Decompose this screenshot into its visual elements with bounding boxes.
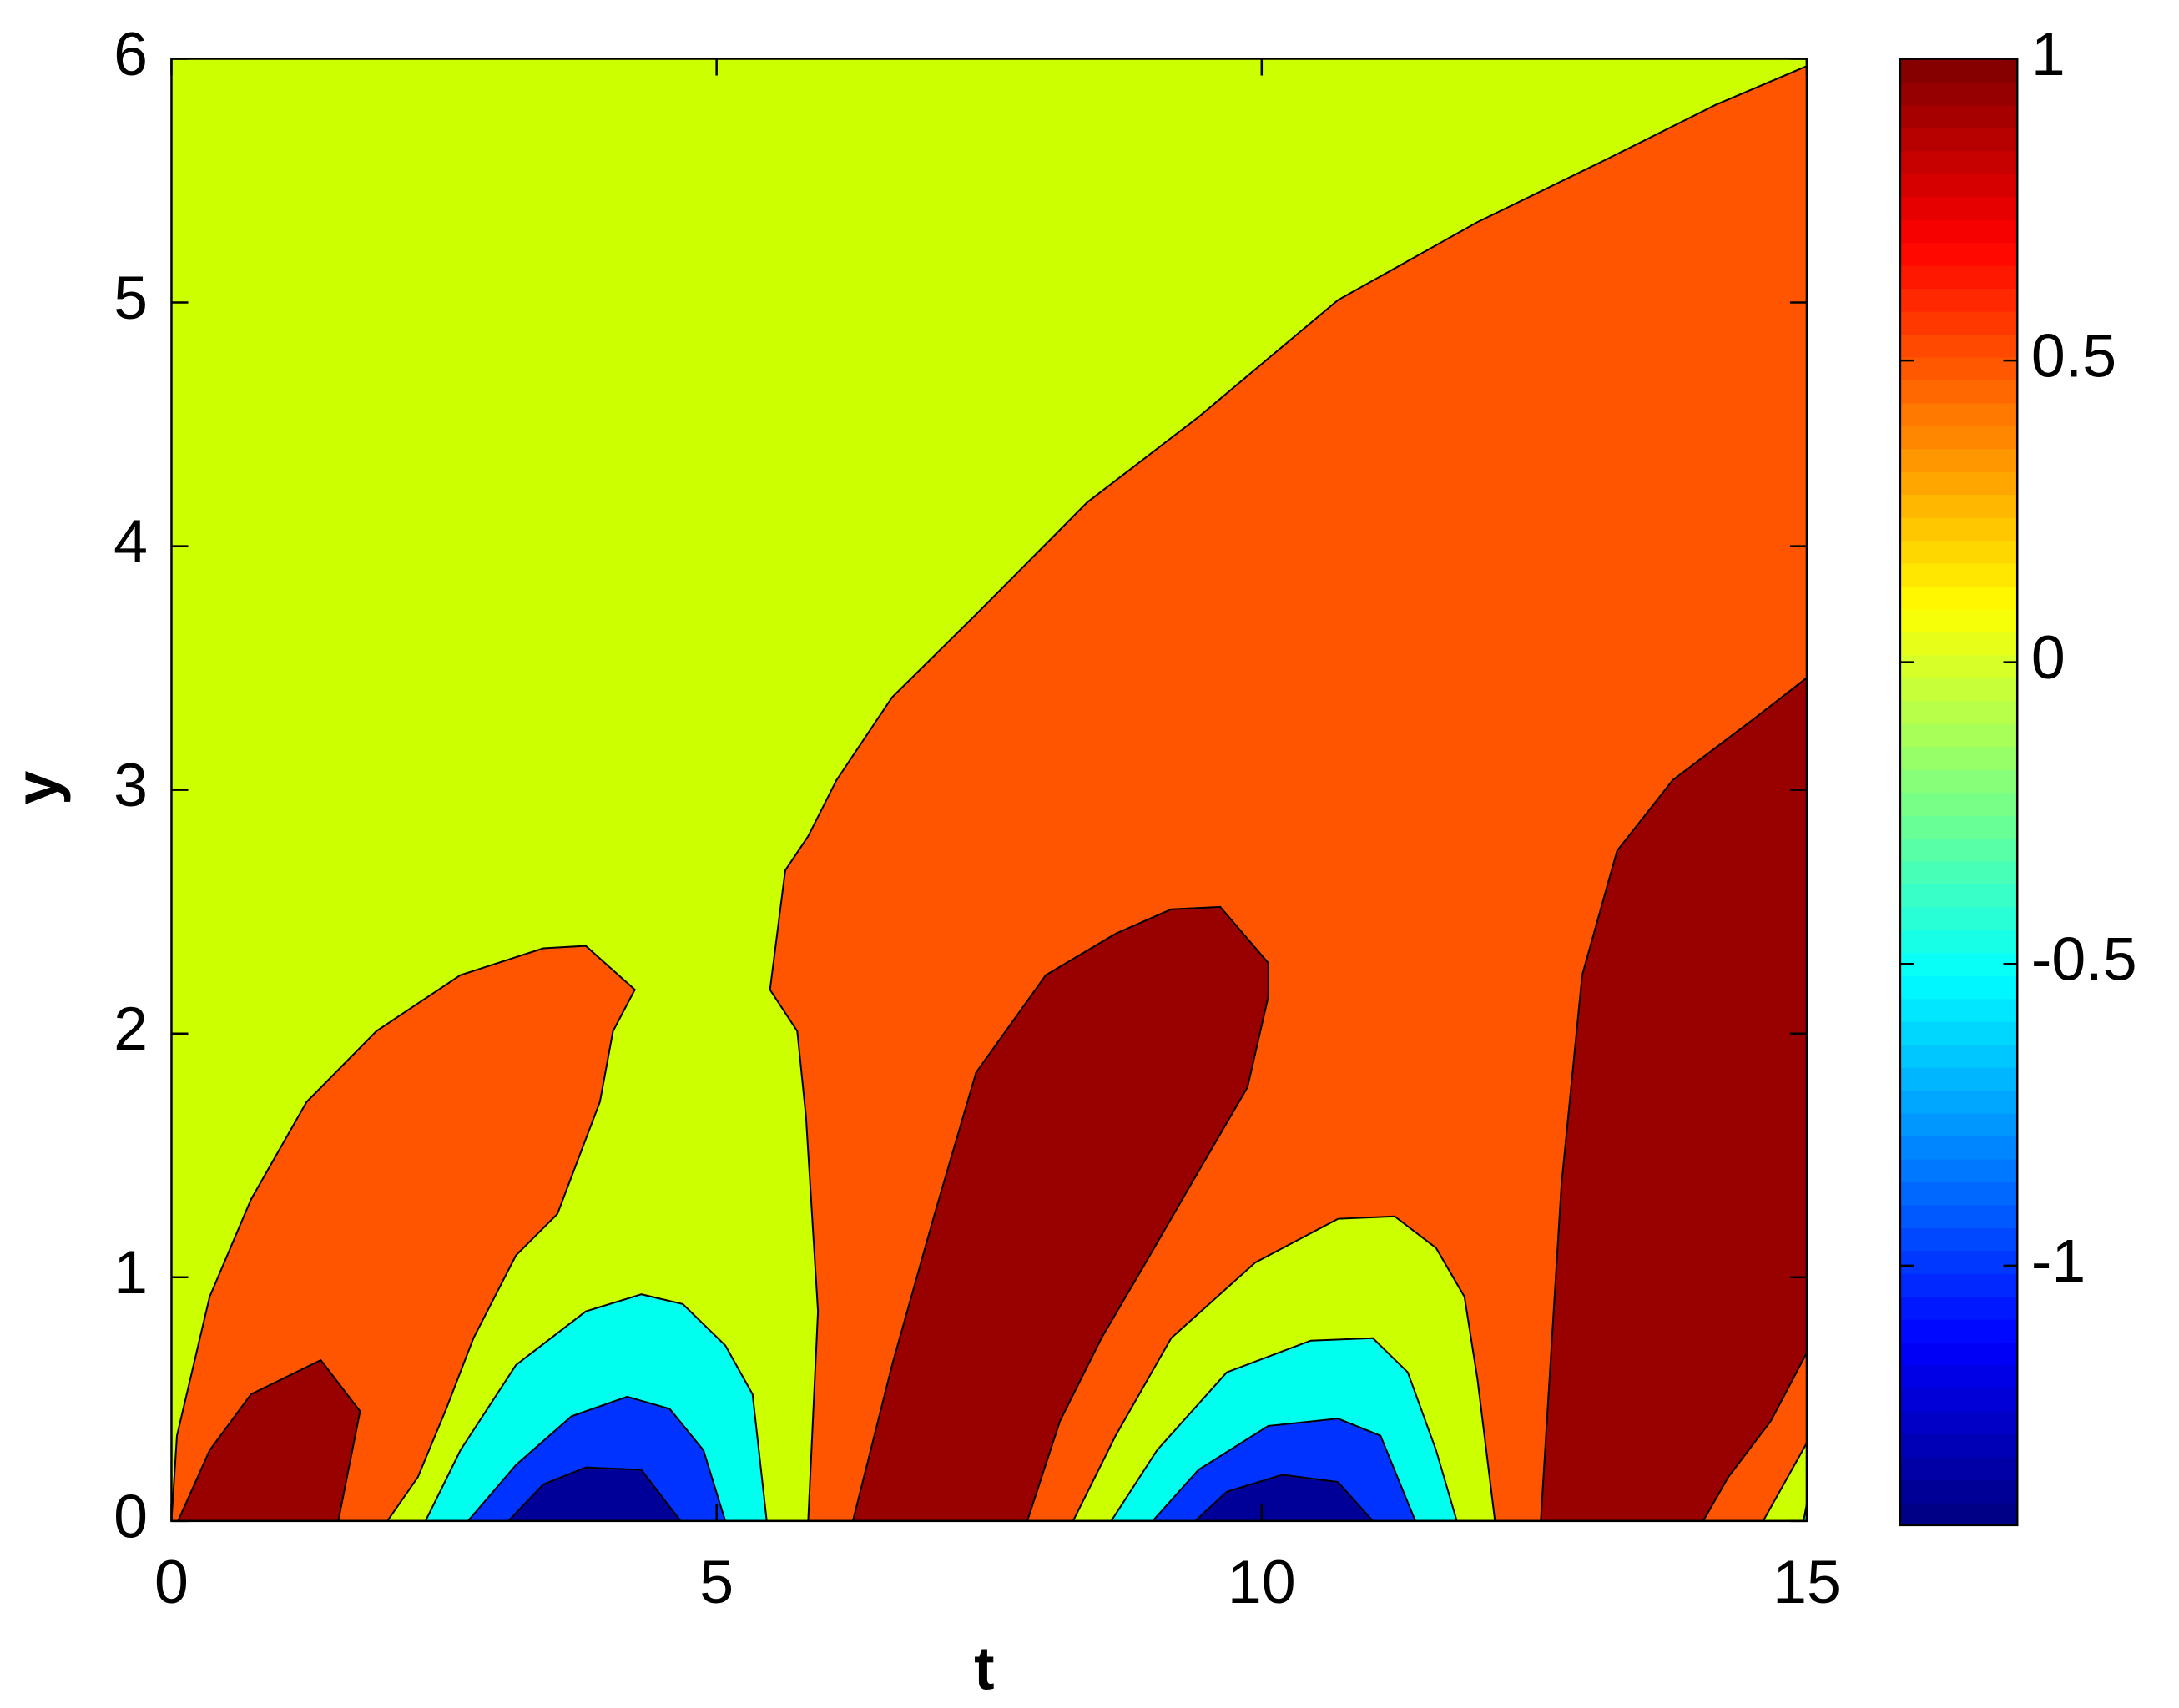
colorbar-tick-label: 0 xyxy=(2031,622,2066,692)
colorbar-segment xyxy=(1899,586,2018,610)
colorbar-segment xyxy=(1899,998,2018,1022)
colorbar-segment xyxy=(1899,1342,2018,1366)
colorbar-segment xyxy=(1899,1250,2018,1274)
colorbar-segment xyxy=(1899,516,2018,542)
colorbar-segment xyxy=(1899,1318,2018,1343)
colorbar-segment xyxy=(1899,219,2018,244)
colorbar-segment xyxy=(1899,768,2018,794)
colorbar-segment xyxy=(1899,838,2018,862)
x-tick-label: 5 xyxy=(699,1547,734,1616)
colorbar-segment xyxy=(1899,1136,2018,1160)
x-tick-label: 0 xyxy=(154,1547,189,1616)
y-tick-label: 5 xyxy=(113,263,148,332)
y-tick-label: 4 xyxy=(113,506,148,576)
colorbar-segment xyxy=(1899,860,2018,885)
x-axis-label: t xyxy=(974,1633,994,1702)
contour-region xyxy=(1540,676,1808,1522)
colorbar-segment xyxy=(1899,540,2018,564)
colorbar-segment xyxy=(1899,242,2018,266)
y-axis-label: y xyxy=(3,771,72,805)
colorbar-segment xyxy=(1899,1204,2018,1228)
colorbar-segment xyxy=(1899,654,2018,678)
y-tick-label: 3 xyxy=(113,750,148,819)
colorbar-segment xyxy=(1899,379,2018,404)
colorbar-segment xyxy=(1899,104,2018,128)
colorbar-segment xyxy=(1899,677,2018,702)
colorbar-segment xyxy=(1899,333,2018,358)
x-tick-label: 15 xyxy=(1773,1547,1841,1616)
colorbar-segment xyxy=(1899,150,2018,174)
colorbar-segment xyxy=(1899,425,2018,450)
colorbar-segment xyxy=(1899,1158,2018,1182)
colorbar-segment xyxy=(1899,58,2018,83)
y-tick-label: 1 xyxy=(113,1237,148,1307)
colorbar-segment xyxy=(1899,402,2018,426)
contour-region xyxy=(851,905,1269,1522)
contour-region xyxy=(466,1395,727,1522)
colorbar-tick-label: 0.5 xyxy=(2031,320,2116,390)
colorbar-segment xyxy=(1899,1479,2018,1504)
colorbar-segment xyxy=(1899,448,2018,472)
colorbar-segment xyxy=(1899,1181,2018,1206)
colorbar-segment xyxy=(1899,906,2018,930)
colorbar-segment xyxy=(1899,265,2018,290)
colorbar-segment xyxy=(1899,1044,2018,1068)
colorbar-segment xyxy=(1899,173,2018,198)
colorbar-segment xyxy=(1899,1020,2018,1045)
y-tick-label: 2 xyxy=(113,994,148,1063)
x-tick-label: 10 xyxy=(1228,1547,1296,1616)
colorbar-segment xyxy=(1899,127,2018,152)
colorbar-segment xyxy=(1899,1502,2018,1526)
colorbar-segment xyxy=(1899,1410,2018,1435)
colorbar-segment xyxy=(1899,1066,2018,1091)
colorbar-segment xyxy=(1899,883,2018,908)
colorbar-segment xyxy=(1899,356,2018,380)
colorbar-segment xyxy=(1899,792,2018,816)
colorbar-segment xyxy=(1899,1388,2018,1412)
colorbar-segment xyxy=(1899,1364,2018,1389)
colorbar-segment xyxy=(1899,81,2018,106)
colorbar-segment xyxy=(1899,196,2018,220)
colorbar-segment xyxy=(1899,608,2018,632)
colorbar-segment xyxy=(1899,1090,2018,1114)
colorbar-segment xyxy=(1899,952,2018,976)
colorbar-segment xyxy=(1899,471,2018,496)
colorbar-tick-label: -0.5 xyxy=(2031,925,2137,994)
colorbar-frame xyxy=(1899,58,2019,1527)
colorbar-segment xyxy=(1899,631,2018,656)
colorbar-segment xyxy=(1899,494,2018,518)
colorbar-segment xyxy=(1899,975,2018,1000)
colorbar-segment xyxy=(1899,1456,2018,1480)
colorbar-segment xyxy=(1899,562,2018,587)
colorbar-segment xyxy=(1899,814,2018,839)
colorbar-segment xyxy=(1899,1433,2018,1458)
colorbar-segment xyxy=(1899,700,2018,724)
y-tick-label: 0 xyxy=(113,1481,148,1550)
colorbar-segment xyxy=(1899,929,2018,954)
colorbar-segment xyxy=(1899,1296,2018,1320)
colorbar-segment xyxy=(1899,310,2018,335)
colorbar-segment xyxy=(1899,1227,2018,1252)
colorbar-segment xyxy=(1899,288,2018,312)
colorbar-segment xyxy=(1899,1272,2018,1297)
colorbar-tick-label: -1 xyxy=(2031,1226,2086,1295)
colorbar-segment xyxy=(1899,723,2018,748)
colorbar-segment xyxy=(1899,746,2018,770)
colorbar-segment xyxy=(1899,1112,2018,1137)
y-tick-label: 6 xyxy=(113,19,148,88)
colorbar-tick-label: 1 xyxy=(2031,19,2066,88)
